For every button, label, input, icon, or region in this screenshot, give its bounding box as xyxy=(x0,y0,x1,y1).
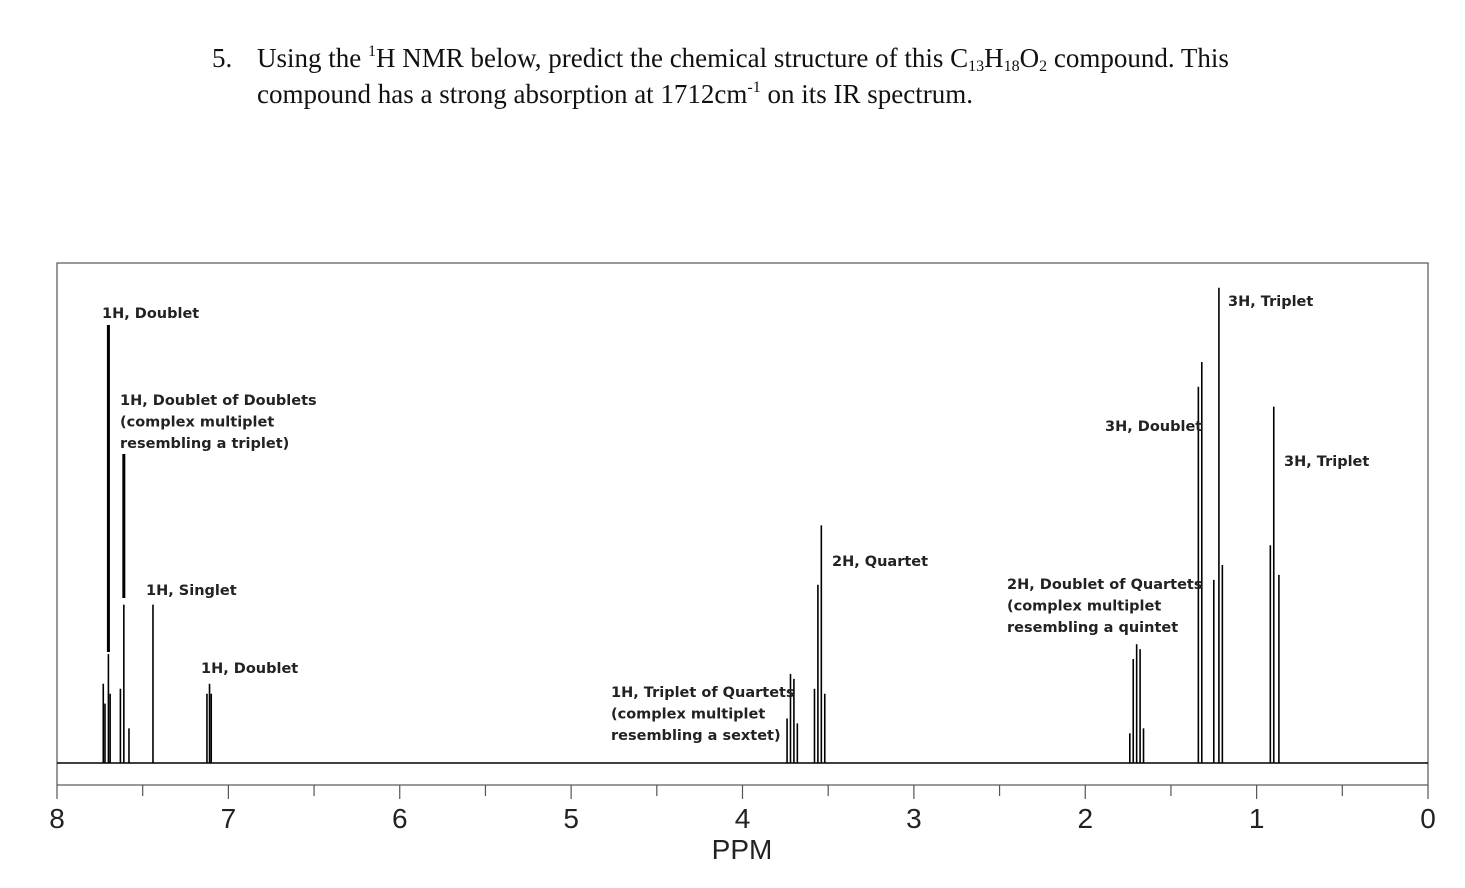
tick-label: 4 xyxy=(735,803,751,834)
q1-sub-c: 13 xyxy=(968,58,985,75)
question-line-1: Using the 1H NMR below, predict the chem… xyxy=(257,40,1297,76)
question-body: Using the 1H NMR below, predict the chem… xyxy=(257,40,1297,112)
tick-label: 1 xyxy=(1249,803,1265,834)
peak-annotation-8: 3H, Triplet xyxy=(1228,294,1313,310)
peak-annotation-2: 1H, Singlet xyxy=(146,583,237,599)
peak-annotation-7: 3H, Doublet xyxy=(1105,419,1202,435)
peak-annotation-9: 3H, Triplet xyxy=(1284,454,1369,470)
q1-text-end: compound. This xyxy=(1047,43,1229,73)
peak-annotation-1: 1H, Doublet of Doublets (complex multiple… xyxy=(120,393,317,452)
spectrum-peaks xyxy=(102,287,1280,763)
tick-label: 0 xyxy=(1420,803,1436,834)
q2-sup: -1 xyxy=(747,79,761,96)
question-line-2: compound has a strong absorption at 1712… xyxy=(257,76,1297,112)
q1-sup: 1 xyxy=(368,43,376,60)
tick-label: 8 xyxy=(49,803,65,834)
q2-text-b: on its IR spectrum. xyxy=(760,79,973,109)
q1-text-b: H NMR below, predict the chemical struct… xyxy=(376,43,969,73)
tick-label: 3 xyxy=(906,803,922,834)
peak-annotation-0: 1H, Doublet xyxy=(102,306,199,322)
q1-sub-o: 2 xyxy=(1039,58,1048,75)
q1-text-o: O xyxy=(1019,43,1040,73)
q2-text-a: compound has a strong absorption at 1712… xyxy=(257,79,748,109)
peak-annotation-5: 2H, Quartet xyxy=(832,554,928,570)
peak-annotation-4: 1H, Triplet of Quartets (complex multiple… xyxy=(611,685,795,744)
q1-text-h: H xyxy=(984,43,1004,73)
question-number: 5. xyxy=(212,43,233,73)
x-axis-ticks: 8 7 6 5 4 3 2 1 0 xyxy=(49,785,1436,834)
peak-annotation-6: 2H, Doublet of Quartets (complex multiple… xyxy=(1007,577,1203,636)
tick-label: 7 xyxy=(221,803,237,834)
q1-text-a: Using the xyxy=(257,43,368,73)
x-axis-title: PPM xyxy=(712,834,773,865)
peak-annotations: 1H, Doublet 1H, Doublet of Doublets (compl… xyxy=(102,294,1369,744)
q1-sub-h: 18 xyxy=(1003,58,1020,75)
tick-label: 6 xyxy=(392,803,408,834)
tick-label: 2 xyxy=(1077,803,1093,834)
tick-label: 5 xyxy=(563,803,579,834)
peak-annotation-3: 1H, Doublet xyxy=(201,661,298,677)
